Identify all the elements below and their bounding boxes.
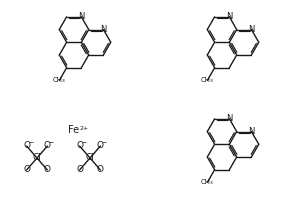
Text: O: O	[76, 141, 83, 150]
Text: N: N	[248, 25, 255, 34]
Text: N: N	[100, 25, 107, 34]
Text: N: N	[226, 114, 233, 123]
Text: −: −	[102, 140, 107, 144]
Text: −: −	[81, 140, 86, 144]
Text: O: O	[44, 141, 51, 150]
Text: O: O	[76, 166, 83, 175]
Text: CH₃: CH₃	[201, 77, 214, 83]
Text: N: N	[226, 12, 233, 21]
Text: O: O	[44, 166, 51, 175]
Text: Cl: Cl	[86, 154, 94, 163]
Text: N: N	[78, 12, 85, 21]
Text: Fe: Fe	[68, 125, 79, 135]
Text: CH₃: CH₃	[201, 180, 214, 186]
Text: O: O	[23, 166, 30, 175]
Text: O: O	[97, 141, 104, 150]
Text: O: O	[23, 141, 30, 150]
Text: O: O	[97, 166, 104, 175]
Text: CH₃: CH₃	[53, 77, 66, 83]
Text: 2+: 2+	[79, 126, 88, 131]
Text: Cl: Cl	[33, 154, 42, 163]
Text: N: N	[248, 127, 255, 136]
Text: −: −	[28, 140, 33, 144]
Text: −: −	[49, 140, 54, 144]
